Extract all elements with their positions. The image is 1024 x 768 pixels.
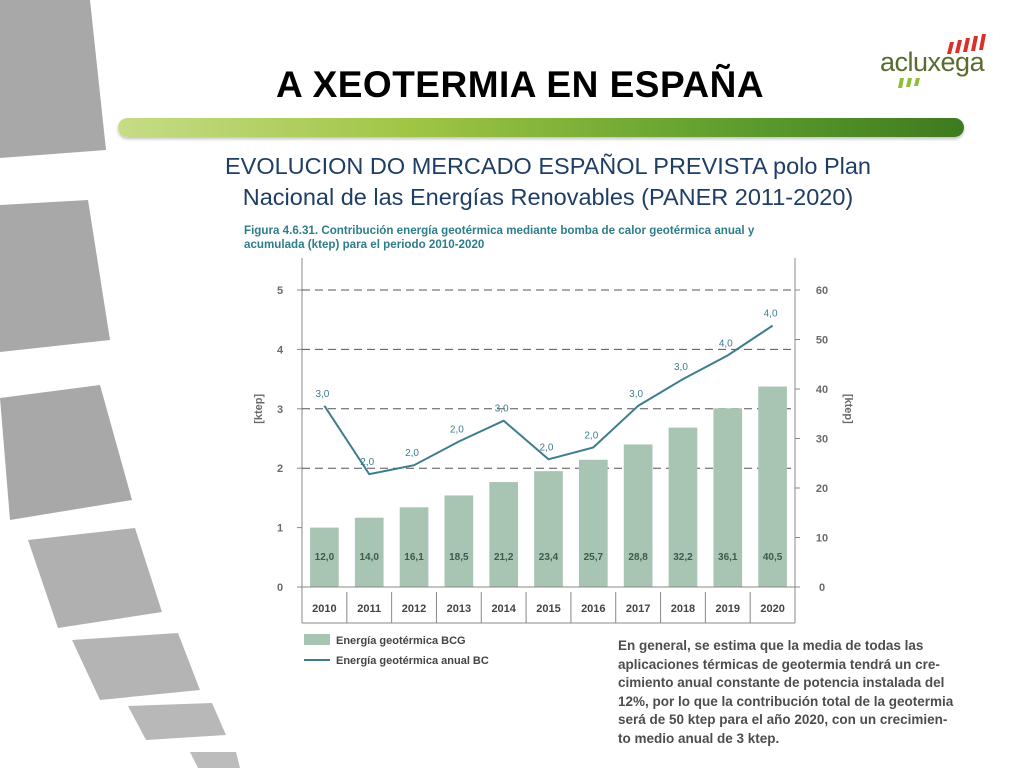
- logo-stripe: [898, 78, 904, 88]
- bar-value-label: 32,2: [673, 552, 693, 563]
- x-tick-label: 2011: [357, 603, 381, 615]
- bar-2012: [399, 507, 429, 587]
- bar-value-label: 14,0: [359, 552, 379, 563]
- bar-2010: [310, 527, 339, 587]
- bar-value-label: 36,1: [718, 552, 738, 563]
- logo-stripe: [979, 34, 986, 50]
- line-point-label: 2,0: [584, 430, 598, 441]
- left-axis-title: [ktep]: [253, 393, 265, 423]
- bar-2019: [713, 408, 743, 587]
- stripe-3: [0, 385, 132, 520]
- line-point-label: 4,0: [764, 309, 778, 320]
- stripe-7: [190, 752, 240, 768]
- acluxega-logo: acluxega: [872, 30, 1002, 94]
- bar-2017: [623, 444, 653, 587]
- paragraph-line: 12%, por lo que la contribución total de…: [618, 693, 954, 709]
- slide-subtitle: EVOLUCION DO MERCADO ESPAÑOL PREVISTA po…: [138, 151, 958, 213]
- bar-2015: [534, 471, 563, 587]
- x-tick-label: 2018: [671, 603, 695, 615]
- stripe-4: [28, 528, 162, 628]
- line-point-label: 2,0: [450, 424, 464, 435]
- left-tick-label: 5: [277, 285, 283, 297]
- line-point-label: 4,0: [719, 338, 733, 349]
- bar-value-label: 16,1: [404, 552, 424, 563]
- line-point-label: 3,0: [674, 362, 688, 373]
- line-point-label: 3,0: [315, 389, 329, 400]
- bar-2018: [668, 427, 698, 587]
- line-point-label: 2,0: [540, 442, 554, 453]
- x-tick-label: 2017: [626, 603, 650, 615]
- logo-stripe: [971, 36, 978, 51]
- right-tick-label: 10: [816, 533, 828, 545]
- decorative-stripes: [0, 0, 240, 768]
- x-tick-label: 2012: [402, 603, 426, 615]
- stripe-1: [0, 0, 106, 158]
- x-tick-label: 2016: [581, 603, 605, 615]
- x-tick-label: 2019: [716, 603, 740, 615]
- right-tick-label: 60: [816, 285, 828, 297]
- logo-stripe: [914, 78, 920, 86]
- right-tick-label: 0: [819, 582, 825, 594]
- bar-value-label: 12,0: [315, 552, 335, 563]
- line-point-label: 2,0: [405, 448, 419, 459]
- x-tick-label: 2015: [536, 603, 560, 615]
- x-tick-label: 2013: [447, 603, 471, 615]
- line-point-label: 3,0: [495, 404, 509, 415]
- bar-2011: [354, 517, 384, 587]
- right-tick-label: 50: [816, 335, 828, 347]
- explanatory-paragraph: En general, se estima que la media de to…: [618, 637, 954, 749]
- right-axis-title: [ktep]: [842, 394, 854, 424]
- left-tick-label: 1: [277, 523, 283, 535]
- stripe-2: [0, 200, 110, 352]
- figure-title-line-1: Figura 4.6.31. Contribución energía geot…: [244, 224, 755, 237]
- bar-2013: [444, 495, 474, 587]
- x-tick-label: 2010: [312, 603, 336, 615]
- paragraph-line: to medio anual de 3 ktep.: [618, 730, 780, 746]
- subtitle-line-1: EVOLUCION DO MERCADO ESPAÑOL PREVISTA po…: [224, 153, 871, 179]
- legend-line-label: Energía geotérmica anual BC: [336, 655, 489, 667]
- bar-value-label: 28,8: [628, 552, 648, 563]
- paragraph-line: aplicaciones térmicas de geotermia tendr…: [618, 656, 940, 672]
- bar-value-label: 40,5: [763, 552, 783, 563]
- logo-stripe: [906, 78, 912, 87]
- line-point-label: 3,0: [629, 389, 643, 400]
- line-point-label: 2,0: [360, 457, 374, 468]
- bar-value-label: 21,2: [494, 552, 514, 563]
- logo-mark: [898, 34, 986, 88]
- slide-title: A XEOTERMIA EN ESPAÑA: [275, 64, 765, 105]
- x-tick-label: 2020: [760, 603, 784, 615]
- bar-value-label: 25,7: [584, 552, 604, 563]
- right-tick-label: 20: [816, 483, 828, 495]
- bar-value-label: 18,5: [449, 552, 469, 563]
- bar-2016: [578, 459, 608, 587]
- left-tick-label: 0: [277, 582, 283, 594]
- right-tick-label: 30: [816, 434, 828, 446]
- left-tick-label: 3: [277, 404, 283, 416]
- legend-bar-label: Energía geotérmica BCG: [336, 635, 466, 647]
- stripe-5: [72, 633, 200, 700]
- left-tick-label: 2: [277, 463, 283, 475]
- logo-stripe: [955, 40, 962, 53]
- figure-title-line-2: acumulada (ktep) para el periodo 2010-20…: [244, 238, 484, 251]
- geothermal-chart: Figura 4.6.31. Contribución energía geot…: [244, 224, 854, 667]
- x-tick-label: 2014: [491, 603, 516, 615]
- bar-2014: [489, 482, 519, 587]
- paragraph-line: En general, se estima que la media de to…: [618, 638, 924, 653]
- bar-value-label: 23,4: [539, 552, 559, 563]
- paragraph-line: será de 50 ktep para el año 2020, con un…: [618, 712, 948, 728]
- title-underline-bar: [118, 118, 964, 137]
- logo-stripe: [963, 38, 970, 52]
- bar-2020: [758, 386, 787, 587]
- logo-text: acluxega: [880, 47, 985, 77]
- subtitle-line-2: Nacional de las Energías Renovables (PAN…: [242, 184, 854, 210]
- left-tick-label: 4: [277, 344, 284, 356]
- logo-stripe: [947, 42, 954, 54]
- right-tick-label: 40: [816, 384, 828, 396]
- stripe-6: [128, 703, 226, 740]
- legend-bar-swatch: [304, 634, 330, 645]
- annual-line: [323, 324, 774, 476]
- paragraph-line: cimiento anual constante de potencia ins…: [618, 675, 945, 691]
